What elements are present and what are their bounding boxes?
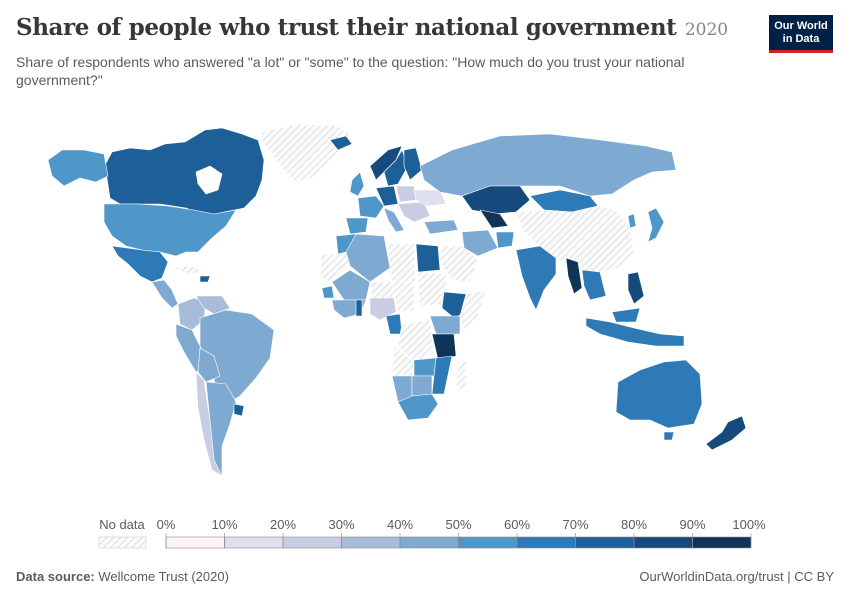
legend-tick-label: 90% [679, 517, 705, 532]
country-mozambique[interactable] [431, 355, 453, 395]
country-uk[interactable] [349, 171, 365, 197]
legend-bin[interactable] [575, 536, 635, 549]
legend-bin[interactable] [458, 536, 518, 549]
source-value: Wellcome Trust (2020) [98, 569, 229, 584]
legend-tick-label: 20% [270, 517, 296, 532]
country-kazakhstan[interactable] [461, 185, 531, 215]
country-japan[interactable] [647, 207, 665, 243]
country-senegal[interactable] [321, 285, 335, 299]
url-license[interactable]: OurWorldinData.org/trust | CC BY [639, 569, 834, 584]
country-uganda-kenya[interactable] [429, 315, 461, 335]
country-australia[interactable] [615, 359, 703, 429]
country-ukraine[interactable] [413, 189, 447, 207]
legend-tick-label: 0% [157, 517, 176, 532]
country-new-zealand[interactable] [705, 415, 747, 451]
country-west-sahara[interactable] [319, 253, 351, 283]
country-mali[interactable] [331, 269, 371, 301]
country-iran[interactable] [461, 229, 499, 257]
country-somalia[interactable] [459, 289, 487, 331]
logo-line-1: Our World [774, 20, 828, 32]
country-bolivia[interactable] [197, 347, 221, 383]
owid-logo[interactable]: Our World in Data [769, 15, 833, 53]
legend-tick-label: 80% [621, 517, 647, 532]
country-botswana[interactable] [411, 375, 433, 397]
logo-line-2: in Data [782, 33, 820, 45]
country-italy[interactable] [383, 207, 405, 233]
legend-tick-label: 100% [732, 517, 766, 532]
country-greenland[interactable] [261, 123, 353, 183]
chart-year[interactable]: 2020 [684, 20, 729, 40]
country-chad[interactable] [391, 281, 415, 313]
country-afghanistan[interactable] [495, 231, 515, 249]
country-madagascar[interactable] [455, 359, 467, 393]
country-niger[interactable] [369, 281, 397, 299]
country-cameroon[interactable] [385, 313, 403, 335]
legend-tick-label: 70% [562, 517, 588, 532]
source-label: Data source: [16, 569, 95, 584]
country-philippines[interactable] [627, 271, 645, 305]
country-korea[interactable] [627, 213, 637, 229]
legend-bin[interactable] [633, 536, 693, 549]
legend-tick-label: 50% [445, 517, 471, 532]
footer: Data source: Wellcome Trust (2020) OurWo… [16, 569, 834, 584]
country-ghana[interactable] [355, 299, 363, 317]
country-usa[interactable] [103, 203, 237, 257]
country-usa-alaska[interactable] [47, 149, 109, 187]
country-tanzania[interactable] [431, 333, 457, 361]
country-uzbekistan[interactable] [479, 209, 509, 229]
legend-bin[interactable] [282, 536, 342, 549]
country-thailand[interactable] [581, 269, 607, 301]
country-malaysia[interactable] [611, 307, 641, 323]
legend-tick-label: 40% [387, 517, 413, 532]
legend-bin[interactable] [516, 536, 576, 549]
country-indonesia[interactable] [585, 317, 685, 347]
country-drc[interactable] [397, 319, 435, 363]
legend-bin[interactable] [692, 536, 752, 549]
country-spain[interactable] [345, 217, 369, 235]
country-libya[interactable] [387, 243, 417, 283]
legend: No data 0% 10% 20% 30% 40% 50% 60% 70% 80% 90% 100… [98, 517, 766, 549]
legend-bin[interactable] [399, 536, 459, 549]
country-turkey[interactable] [423, 219, 459, 235]
country-argentina[interactable] [205, 381, 237, 477]
hudson-bay [195, 165, 223, 195]
country-uruguay[interactable] [233, 403, 245, 417]
legend-tick-label: 60% [504, 517, 530, 532]
country-finland[interactable] [403, 147, 423, 181]
legend-bin[interactable] [341, 536, 401, 549]
country-egypt[interactable] [415, 243, 441, 273]
country-canada[interactable] [104, 127, 265, 217]
title-row: Share of people who trust their national… [16, 14, 756, 41]
country-zambia[interactable] [413, 357, 437, 377]
country-tasmania[interactable] [663, 431, 675, 441]
legend-bin[interactable] [165, 536, 225, 549]
country-saudi[interactable] [439, 245, 479, 283]
country-mexico[interactable] [111, 245, 169, 283]
country-central-america[interactable] [151, 279, 179, 309]
chart-subtitle: Share of respondents who answered "a lot… [16, 54, 685, 88]
chart-title: Share of people who trust their national… [16, 14, 677, 41]
legend-tick-label: 10% [211, 517, 237, 532]
legend-no-data-label: No data [99, 517, 145, 532]
source-text: Data source: Wellcome Trust (2020) [16, 569, 229, 584]
legend-ticks: 0% 10% 20% 30% 40% 50% 60% 70% 80% 90% 100% [157, 517, 766, 548]
country-iceland[interactable] [329, 135, 353, 151]
country-france[interactable] [357, 195, 385, 219]
country-poland[interactable] [395, 185, 417, 203]
legend-no-data-swatch [98, 536, 147, 549]
country-cuba[interactable] [171, 265, 205, 275]
country-south-africa[interactable] [397, 393, 439, 421]
country-myanmar[interactable] [565, 257, 583, 295]
legend-bins [165, 536, 752, 549]
country-russia[interactable] [419, 133, 677, 197]
world-map[interactable] [0, 112, 850, 512]
legend-tick-label: 30% [328, 517, 354, 532]
legend-bin[interactable] [224, 536, 284, 549]
country-india[interactable] [515, 245, 557, 311]
country-dominican[interactable] [199, 275, 211, 283]
